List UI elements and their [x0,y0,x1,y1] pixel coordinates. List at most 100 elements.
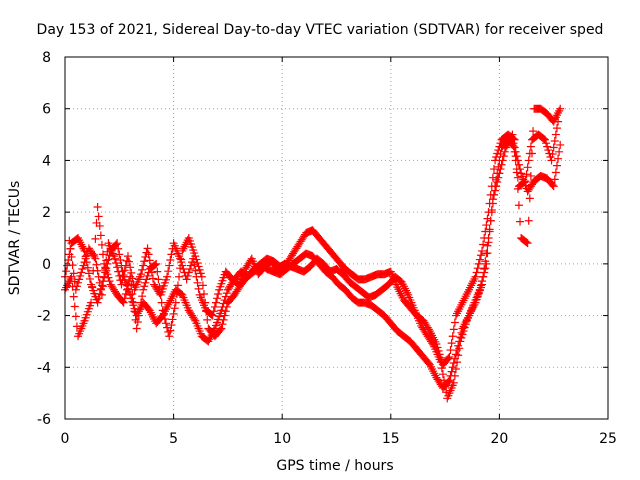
data-point [525,149,534,158]
data-point [170,304,179,313]
data-point [95,221,104,230]
data-point [160,315,169,324]
data-point [221,307,230,316]
data-point [165,261,174,270]
data-point [83,263,92,272]
data-point [146,262,155,271]
data-point [183,271,192,280]
data-point [157,298,166,307]
data-point [493,177,502,186]
data-point [489,190,498,199]
data-point [70,302,79,311]
data-point [102,266,111,275]
data-point [548,149,557,158]
data-point [198,281,207,290]
y-tick-label: -2 [37,309,51,325]
data-point [163,272,172,281]
tick-layer: 0 5 10 15 20 25 -6 -4 -2 0 2 4 6 8 [37,50,617,447]
data-point [492,182,501,191]
data-point [521,177,530,186]
data-point [177,258,186,267]
data-point [217,306,226,315]
data-point [514,160,523,169]
data-point [62,267,71,276]
data-point [484,238,493,247]
data-point [486,216,495,225]
data-point [91,254,100,263]
data-point [437,364,446,373]
data-point [475,255,484,264]
data-point [99,250,108,259]
data-point [193,278,202,287]
data-point [514,201,523,210]
y-tick-label: 4 [42,153,51,169]
data-point [78,265,87,274]
data-point [526,171,535,180]
data-point [494,146,503,155]
data-point [211,298,220,307]
data-point [480,234,489,242]
data-point [143,244,152,253]
data-point [175,272,184,281]
data-point [453,358,462,367]
data-point [153,267,162,276]
data-point [471,272,480,281]
data-point [551,130,560,139]
data-point [147,268,156,277]
data-point [554,117,563,126]
data-point [494,173,503,182]
data-point [118,275,127,284]
data-point [93,266,102,275]
data-point [88,282,97,291]
data-point [123,252,132,261]
data-point [140,282,149,291]
data-point [429,340,438,349]
data-point [182,275,191,284]
data-point [68,261,77,270]
data-point [474,259,483,268]
data-point [168,315,177,324]
data-point [91,234,100,243]
data-point [125,257,134,266]
data-point [69,292,78,301]
data-point [164,327,173,336]
data-point [510,147,519,156]
data-point [138,265,147,274]
data-point [524,156,533,165]
data-point [480,268,489,277]
data-point [72,282,81,291]
data-point [522,238,531,247]
data-point [114,244,123,253]
data-point [143,271,152,280]
data-point [105,277,114,286]
data-point [460,323,469,332]
data-point [473,264,482,273]
data-point [166,326,175,335]
data-point [548,180,557,189]
data-point [133,318,142,327]
data-point [221,292,230,301]
data-point [446,346,455,355]
data-point [137,270,146,279]
data-point [542,139,551,148]
data-point [216,325,225,334]
data-point [104,255,113,264]
x-tick-label: 5 [169,431,178,447]
data-point [483,241,492,250]
series-3 [65,117,563,403]
data-point [185,265,194,274]
x-tick-label: 15 [382,431,400,447]
data-point [120,294,129,303]
data-point [475,285,484,294]
data-point [496,139,505,148]
data-point [556,140,565,149]
data-point [69,269,78,278]
data-point [114,267,123,276]
data-point [455,344,464,353]
data-point [85,274,94,283]
data-point [454,351,463,360]
data-point [497,160,506,169]
data-point [447,339,456,348]
data-point [128,290,137,299]
